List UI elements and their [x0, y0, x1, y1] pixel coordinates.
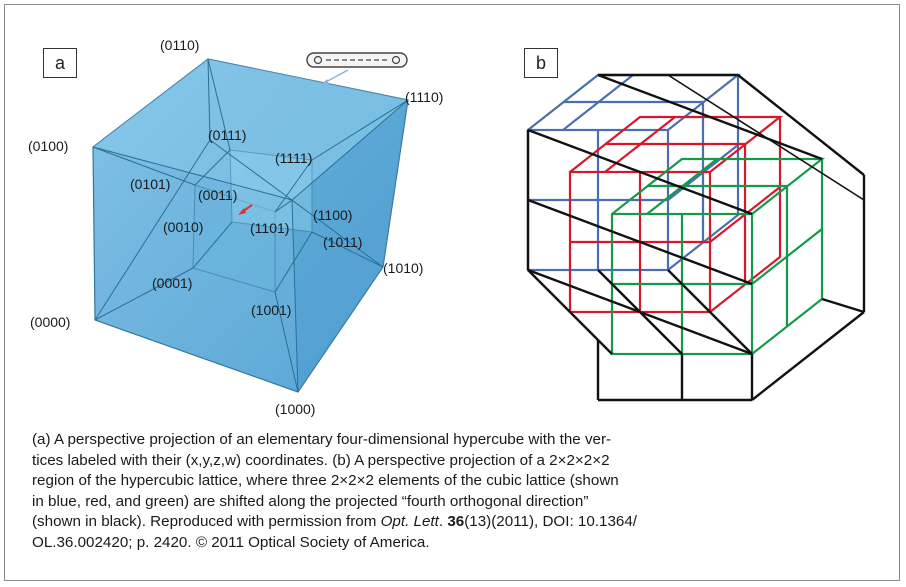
vertex-label-1101: (1101)	[250, 220, 289, 236]
rod-icon	[306, 52, 408, 86]
lattice-black-links	[526, 73, 866, 402]
caption-line-1: (a) A perspective projection of an eleme…	[32, 431, 612, 448]
vertex-label-1100: (1100)	[313, 207, 352, 223]
vertex-label-0101: (0101)	[130, 176, 170, 192]
caption-issue: (13)(2011), DOI: 10.1364/	[464, 513, 638, 530]
vertex-label-1111: (1111)	[275, 150, 312, 166]
hypercube-edges	[92, 58, 409, 393]
panel-b-tag: b	[524, 48, 558, 78]
caption-dot: .	[438, 513, 448, 530]
caption-line-3: region of the hypercubic lattice, where …	[32, 472, 619, 489]
vertex-label-0010: (0010)	[163, 219, 203, 235]
vertex-label-0110: (0110)	[160, 37, 199, 53]
caption-line-2: tices labeled with their (x,y,z,w) coord…	[32, 451, 610, 469]
vertex-label-0011: (0011)	[198, 187, 237, 203]
vertex-label-1001: (1001)	[251, 302, 291, 318]
lattice-blue-subcube	[526, 73, 742, 272]
caption-journal: Opt. Lett	[380, 513, 439, 530]
vertex-label-1011: (1011)	[323, 234, 362, 250]
vertex-label-0111: (0111)	[208, 127, 246, 143]
caption-line-5: (shown in black). Reproduced with permis…	[32, 513, 381, 530]
vertex-label-0001: (0001)	[152, 275, 192, 291]
caption-line-7: OL.36.002420; p. 2420. © 2011 Optical So…	[32, 533, 430, 551]
caption-line-4: in blue, red, and green) are shifted alo…	[32, 492, 589, 510]
lattice-green-subcube	[610, 157, 826, 356]
hypercube-top-face	[93, 59, 408, 200]
vertex-label-1010: (1010)	[383, 260, 423, 276]
vertex-label-1000: (1000)	[275, 401, 315, 417]
figure-caption: (a) A perspective projection of an eleme…	[32, 430, 882, 553]
caption-volume: 36	[447, 513, 465, 530]
hypercube-right-face	[292, 100, 408, 392]
red-arrowhead-icon	[238, 208, 246, 215]
vertex-label-0100: (0100)	[28, 138, 68, 154]
panel-a-tag: a	[43, 48, 77, 78]
vertex-label-0000: (0000)	[30, 314, 70, 330]
vertex-label-1110: (1110)	[405, 89, 443, 105]
lattice-figure	[526, 73, 866, 402]
